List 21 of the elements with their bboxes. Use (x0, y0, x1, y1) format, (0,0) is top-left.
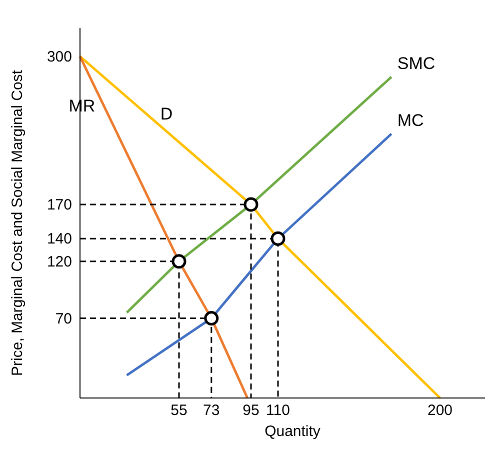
point (204, 311, 219, 326)
y-tick-label: 70 (55, 310, 72, 328)
x-tick-label: 110 (266, 402, 290, 419)
series-label: MC (397, 110, 424, 130)
x-tick-label: 73 (203, 402, 220, 419)
x-tick-label: 200 (427, 402, 453, 419)
y-tick-label: 140 (46, 230, 72, 248)
series-label: D (160, 104, 173, 124)
y-axis-title: Price, Marginal Cost and Social Marginal Cost (9, 69, 26, 376)
point (244, 197, 258, 212)
y-tick-label: 300 (46, 48, 72, 66)
line-series (126, 76, 393, 314)
series-label: SMC (397, 54, 436, 73)
x-tick-label: 95 (242, 402, 260, 419)
y-tick-label: 120 (46, 253, 72, 270)
x-axis-title: Quantity (264, 423, 321, 440)
point (172, 254, 186, 269)
y-tick-label: 170 (46, 196, 72, 214)
point (270, 231, 286, 246)
x-tick-label: 55 (170, 402, 188, 419)
line-series (126, 132, 393, 376)
